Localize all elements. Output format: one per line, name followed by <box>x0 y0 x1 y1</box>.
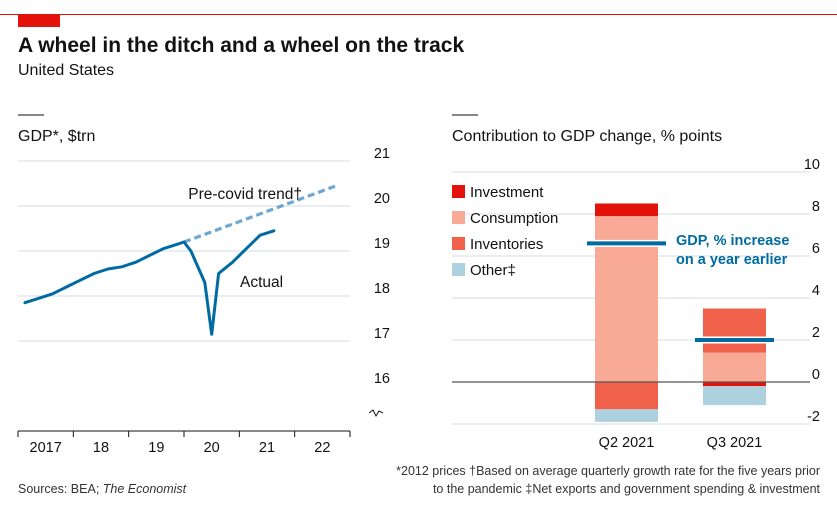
bar-investment-0 <box>595 203 658 217</box>
chart-title: A wheel in the ditch and a wheel on the … <box>18 34 465 57</box>
sources-label: Sources: BEA; <box>18 482 103 496</box>
right-x-tick-label: Q2 2021 <box>599 435 655 451</box>
right-y-tick-label: 2 <box>812 325 820 341</box>
left-x-tick-label: 2017 <box>30 440 62 456</box>
bar-investment-1 <box>703 382 766 387</box>
footnote-line-2: to the pandemic ‡Net exports and governm… <box>432 482 820 496</box>
legend-label: Other‡ <box>470 262 516 279</box>
right-y-tick-label: 6 <box>812 241 820 257</box>
legend-swatch <box>452 185 465 198</box>
gdp-annotation-line-1: GDP, % increase <box>676 233 789 249</box>
axis-break-icon <box>368 409 384 418</box>
top-rule <box>0 14 837 15</box>
chart-subtitle: United States <box>18 62 115 79</box>
legend-swatch <box>452 237 465 250</box>
series-line-pre-covid-trend <box>183 184 337 244</box>
legend-label: Investment <box>470 184 544 201</box>
gdp-annotation-line-2: on a year earlier <box>676 252 788 268</box>
bar-other-1 <box>703 386 766 406</box>
legend-swatch <box>452 263 465 276</box>
left-x-tick-label: 18 <box>93 440 109 456</box>
left-y-tick-label: 19 <box>374 236 390 252</box>
right-y-tick-label: 8 <box>812 199 820 215</box>
left-y-tick-label: 18 <box>374 281 390 297</box>
legend-swatch <box>452 211 465 224</box>
right-y-tick-label: 10 <box>804 157 820 173</box>
right-chart-title: Contribution to GDP change, % points <box>452 128 722 145</box>
sources: Sources: BEA; The Economist <box>18 482 186 496</box>
bar-consumption-1 <box>703 352 766 382</box>
actual-annotation: Actual <box>240 274 283 291</box>
brand-tag <box>18 14 60 27</box>
left-x-tick-label: 21 <box>259 440 275 456</box>
left-y-tick-label: 21 <box>374 146 390 162</box>
right-y-tick-label: 4 <box>812 283 820 299</box>
bar-inventories-0 <box>595 382 658 410</box>
right-x-tick-label: Q3 2021 <box>707 435 763 451</box>
left-chart-title: GDP*, $trn <box>18 128 95 145</box>
right-y-tick-label: 0 <box>812 367 820 383</box>
left-y-tick-label: 17 <box>374 326 390 342</box>
left-y-tick-label: 16 <box>374 371 390 387</box>
left-y-tick-label: 20 <box>374 191 390 207</box>
legend-label: Consumption <box>470 210 558 227</box>
left-x-tick-label: 20 <box>204 440 220 456</box>
legend-label: Inventories <box>470 236 543 253</box>
bar-other-0 <box>595 409 658 422</box>
left-x-tick-label: 19 <box>148 440 164 456</box>
right-y-tick-label: -2 <box>807 409 820 425</box>
series-line-actual <box>23 229 276 336</box>
sources-publication: The Economist <box>102 482 187 496</box>
left-x-tick-label: 22 <box>314 440 330 456</box>
bar-inventories-1 <box>703 308 766 353</box>
footnote-line-1: *2012 prices †Based on average quarterly… <box>396 464 820 478</box>
trend-annotation: Pre-covid trend† <box>188 186 302 203</box>
